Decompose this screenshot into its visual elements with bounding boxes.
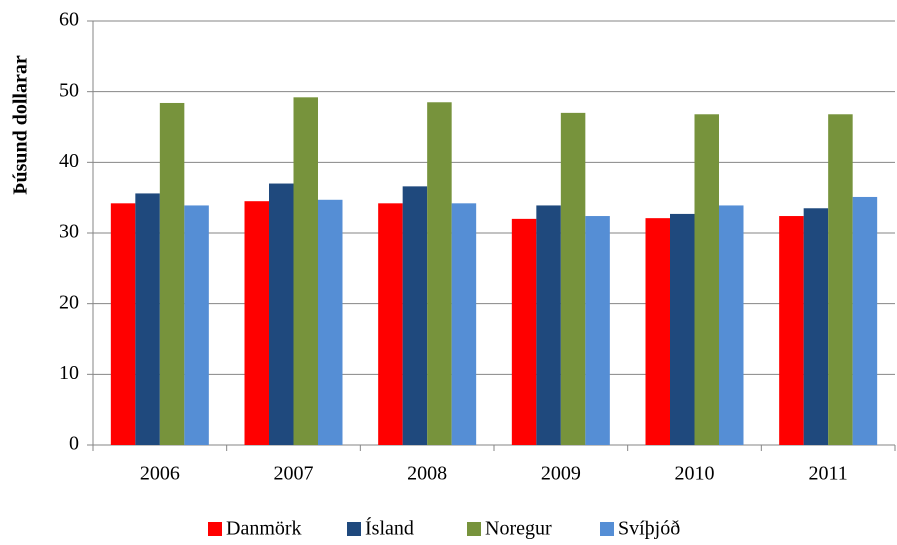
bar: [828, 114, 853, 445]
y-tick-label: 10: [59, 362, 79, 384]
bar: [184, 205, 209, 445]
legend-swatch: [347, 522, 361, 536]
bar: [803, 208, 829, 445]
y-axis-label: Þúsund dollarar: [10, 55, 32, 195]
x-tick-label: 2007: [274, 463, 314, 485]
bar: [293, 97, 318, 445]
y-tick-label: 50: [59, 79, 79, 101]
bar: [585, 216, 610, 445]
legend-label: Svíþjóð: [618, 518, 680, 540]
bar: [378, 203, 403, 445]
y-tick-label: 0: [69, 433, 79, 455]
y-tick-label: 40: [59, 150, 79, 172]
legend-swatch: [600, 522, 614, 536]
bar: [269, 183, 294, 446]
y-tick-label: 20: [59, 291, 79, 313]
bar: [779, 216, 804, 445]
x-tick-label: 2011: [809, 463, 848, 485]
legend-label: Ísland: [365, 517, 414, 540]
bar: [511, 218, 537, 445]
bar: [719, 205, 744, 445]
bar: [852, 196, 878, 445]
bar: [427, 102, 452, 446]
bar: [694, 114, 719, 445]
bar: [451, 203, 477, 445]
bar: [536, 205, 561, 445]
y-tick-label: 60: [59, 9, 79, 31]
legend-swatch: [467, 522, 481, 536]
bar: [670, 213, 695, 445]
bar: [402, 186, 428, 446]
x-tick-label: 2010: [675, 463, 715, 485]
bar: [645, 218, 670, 445]
x-tick-label: 2008: [407, 463, 447, 485]
bar: [110, 203, 136, 445]
legend-label: Danmörk: [226, 518, 302, 540]
bar: [560, 112, 586, 445]
legend-label: Noregur: [485, 518, 552, 540]
y-tick-label: 30: [59, 221, 79, 243]
x-tick-label: 2009: [541, 463, 581, 485]
legend-swatch: [208, 522, 222, 536]
bar: [159, 102, 185, 446]
bar: [135, 193, 160, 445]
bar: [244, 201, 269, 445]
x-tick-label: 2006: [140, 463, 180, 485]
bar: [318, 199, 343, 445]
